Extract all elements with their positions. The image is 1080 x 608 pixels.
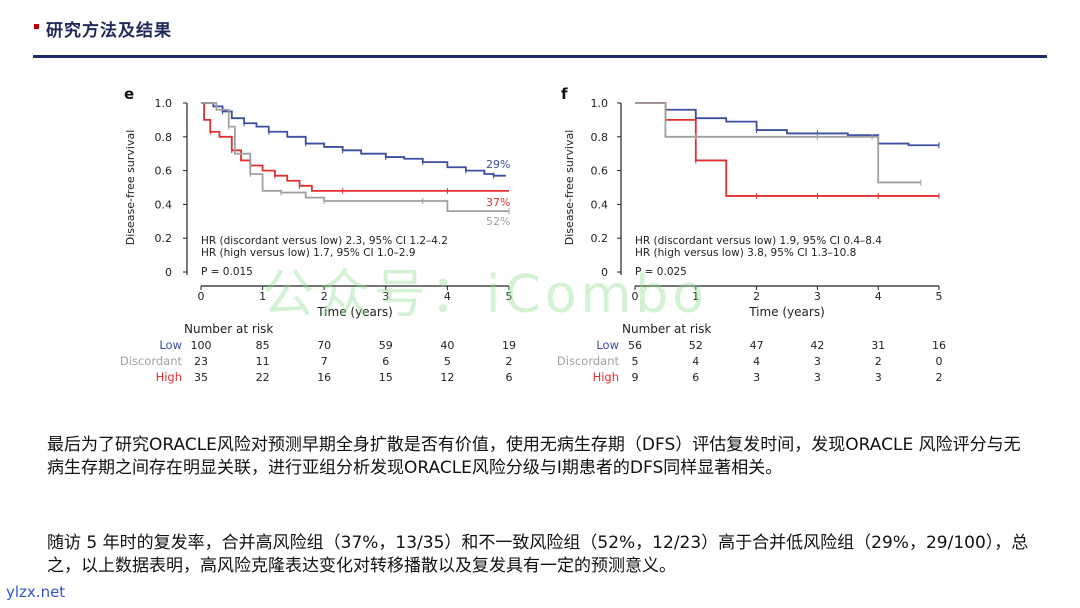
right-series-low xyxy=(635,102,939,147)
left-p-value: P = 0.015 xyxy=(201,266,253,278)
right-risk-title: Number at risk xyxy=(622,322,711,336)
left-risk-value: 85 xyxy=(256,339,270,352)
left-y-tick-label: 0 xyxy=(165,266,172,279)
right-risk-value: 2 xyxy=(875,355,882,368)
right-p-value: P = 0.025 xyxy=(635,266,687,278)
left-risk-value: 12 xyxy=(440,371,454,384)
left-risk-value: 23 xyxy=(194,355,208,368)
left-risk-value: 16 xyxy=(317,371,331,384)
right-risk-value: 2 xyxy=(936,371,943,384)
watermark-text: 公众号：iCombo xyxy=(262,265,709,325)
left-y-tick-label: 0.2 xyxy=(155,232,173,245)
left-risk-value: 11 xyxy=(256,355,270,368)
right-y-tick-label: 0 xyxy=(601,266,608,279)
right-risk-value: 3 xyxy=(875,371,882,384)
title-rule xyxy=(33,55,1047,58)
left-risk-value: 15 xyxy=(379,371,393,384)
paragraph-2: 随访 5 年时的复发率，合并高风险组（37%，13/35）和不一致风险组（52%… xyxy=(47,533,1029,576)
right-y-tick-label: 0.2 xyxy=(591,232,609,245)
left-risk-value: 59 xyxy=(379,339,393,352)
right-risk-value: 4 xyxy=(692,355,699,368)
right-series-high xyxy=(635,102,939,197)
right-risk-label-discordant: Discordant xyxy=(557,354,620,368)
left-y-tick-label: 1.0 xyxy=(155,97,173,110)
right-y-tick-label: 1.0 xyxy=(591,97,609,110)
left-risk-label-high: High xyxy=(156,370,182,384)
right-y-tick-label: 0.4 xyxy=(591,198,609,211)
left-risk-value: 5 xyxy=(444,355,451,368)
right-y-tick-label: 0.6 xyxy=(591,165,609,178)
left-risk-value: 22 xyxy=(256,371,270,384)
right-series-discordant xyxy=(635,102,921,184)
left-risk-label-discordant: Discordant xyxy=(120,354,183,368)
left-y-tick-label: 0.8 xyxy=(155,131,173,144)
right-y-tick-label: 0.8 xyxy=(591,131,609,144)
right-risk-value: 3 xyxy=(753,371,760,384)
left-risk-value: 6 xyxy=(506,371,513,384)
left-x-tick-label: 0 xyxy=(198,290,205,303)
right-x-axis-label: Time (years) xyxy=(748,305,825,319)
left-risk-label-low: Low xyxy=(159,338,182,352)
right-risk-value: 47 xyxy=(750,339,764,352)
right-risk-value: 52 xyxy=(689,339,703,352)
right-risk-value: 3 xyxy=(814,355,821,368)
left-panel-letter: e xyxy=(124,85,134,103)
right-hr-line-2: HR (high versus low) 3.8, 95% CI 1.3–10.… xyxy=(635,247,856,259)
left-hr-line-2: HR (high versus low) 1.7, 95% CI 1.0–2.9 xyxy=(201,247,416,259)
right-risk-value: 0 xyxy=(936,355,943,368)
right-risk-value: 56 xyxy=(628,339,642,352)
right-risk-label-low: Low xyxy=(596,338,619,352)
right-x-tick-label: 0 xyxy=(632,290,639,303)
paragraph-1: 最后为了研究ORACLE风险对预测早期全身扩散是否有价值，使用无病生存期（DFS… xyxy=(47,435,1021,478)
title-bullet xyxy=(34,24,39,29)
left-risk-value: 6 xyxy=(382,355,389,368)
left-risk-value: 100 xyxy=(191,339,212,352)
right-risk-value: 5 xyxy=(632,355,639,368)
left-series-high xyxy=(201,102,509,192)
left-end-label-high: 37% xyxy=(486,196,510,209)
left-hr-line-1: HR (discordant versus low) 2.3, 95% CI 1… xyxy=(201,235,448,247)
footer-site[interactable]: ylzx.net xyxy=(6,583,66,601)
right-y-axis-label: Disease-free survival xyxy=(563,130,576,246)
left-risk-title: Number at risk xyxy=(184,322,273,336)
left-risk-value: 35 xyxy=(194,371,208,384)
left-risk-value: 2 xyxy=(506,355,513,368)
right-hr-line-1: HR (discordant versus low) 1.9, 95% CI 0… xyxy=(635,235,882,247)
left-x-axis-label: Time (years) xyxy=(316,305,393,319)
right-risk-label-high: High xyxy=(593,370,619,384)
right-risk-value: 16 xyxy=(932,339,946,352)
left-x-tick-label: 4 xyxy=(444,290,451,303)
right-risk-value: 4 xyxy=(753,355,760,368)
left-end-label-discordant: 52% xyxy=(486,215,510,228)
right-risk-value: 6 xyxy=(692,371,699,384)
left-y-tick-label: 0.6 xyxy=(155,165,173,178)
left-x-tick-label: 2 xyxy=(321,290,328,303)
left-end-label-low: 29% xyxy=(486,158,510,171)
left-y-axis-label: Disease-free survival xyxy=(124,130,137,246)
right-x-tick-label: 4 xyxy=(875,290,882,303)
right-risk-value: 3 xyxy=(814,371,821,384)
right-x-tick-label: 5 xyxy=(936,290,943,303)
right-risk-value: 42 xyxy=(810,339,824,352)
right-x-tick-label: 2 xyxy=(753,290,760,303)
left-series-low xyxy=(201,102,506,177)
right-risk-value: 31 xyxy=(871,339,885,352)
page-title: 研究方法及结果 xyxy=(46,21,172,41)
left-x-tick-label: 5 xyxy=(506,290,513,303)
left-series-discordant xyxy=(201,102,509,213)
right-x-tick-label: 3 xyxy=(814,290,821,303)
right-panel-letter: f xyxy=(561,85,568,103)
left-x-tick-label: 1 xyxy=(259,290,266,303)
right-x-tick-label: 1 xyxy=(692,290,699,303)
left-risk-value: 7 xyxy=(321,355,328,368)
left-risk-value: 40 xyxy=(440,339,454,352)
left-y-tick-label: 0.4 xyxy=(155,198,173,211)
left-risk-value: 19 xyxy=(502,339,516,352)
right-risk-value: 9 xyxy=(632,371,639,384)
left-risk-value: 70 xyxy=(317,339,331,352)
left-x-tick-label: 3 xyxy=(382,290,389,303)
